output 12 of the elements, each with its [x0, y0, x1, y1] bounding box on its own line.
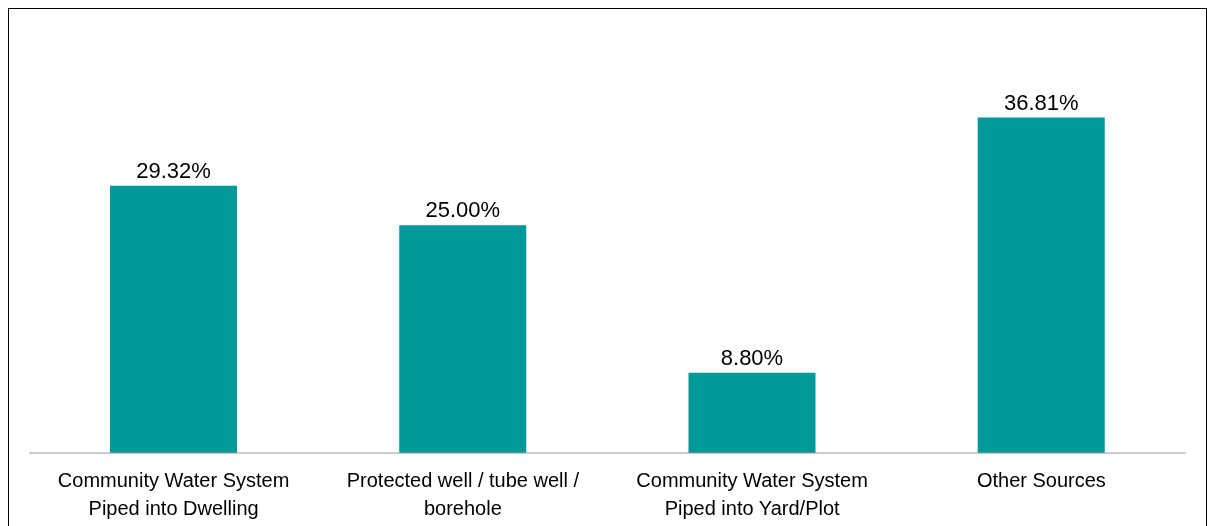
data-label: 8.80% [720, 344, 784, 370]
bar [109, 185, 237, 453]
bar [688, 372, 816, 453]
x-tick-label: Community Water System Piped into Yard/Plot [636, 469, 868, 519]
x-tick-label: Other Sources [976, 469, 1106, 491]
x-tick-label: Protected well / tube well / borehole [346, 469, 580, 519]
data-label: 36.81% [1003, 89, 1079, 115]
bar [977, 117, 1105, 453]
bar [399, 225, 527, 453]
x-tick-label: Community Water System Piped into Dwelling [57, 469, 290, 519]
data-label: 25.00% [425, 197, 501, 223]
data-label: 29.32% [136, 157, 211, 183]
